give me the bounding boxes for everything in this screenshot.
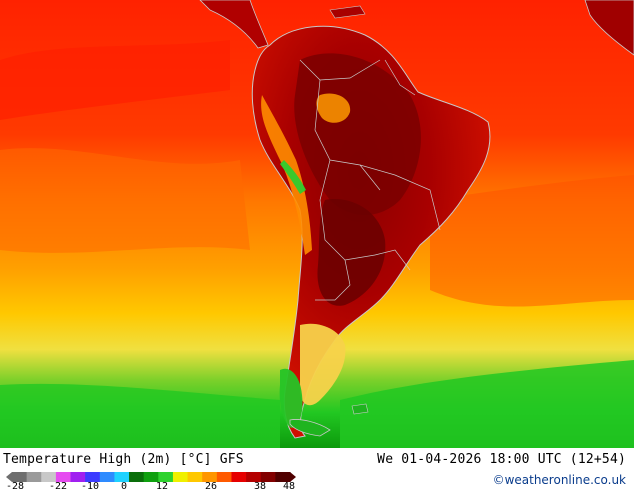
legend-tick-label: 38: [253, 481, 267, 492]
pacific-red-streak: [0, 40, 230, 120]
atlantic-warm-band: [430, 175, 634, 307]
legend-swatch: [246, 472, 262, 482]
central-america: [199, 0, 269, 49]
legend-swatch: [231, 472, 247, 482]
andes-orange-strip: [261, 95, 312, 255]
gran-chaco-hot: [317, 199, 386, 306]
andes-green-patch: [280, 160, 306, 194]
falkland-islands: [351, 403, 369, 415]
legend-swatch: [99, 472, 115, 482]
patagonia-yellow: [300, 323, 346, 406]
legend-tick-label: 26: [204, 481, 218, 492]
south-atlantic-green: [340, 360, 634, 448]
legend-swatch: [26, 472, 42, 482]
legend-arrow-right: [290, 472, 296, 482]
legend-swatch: [216, 472, 232, 482]
patagonia-green: [279, 368, 303, 428]
legend-swatch: [114, 472, 130, 482]
legend-swatch: [187, 472, 203, 482]
legend-tick-label: 12: [155, 481, 169, 492]
legend-tick-label: -22: [48, 481, 68, 492]
legend-tick-label: -28: [5, 481, 25, 492]
legend-swatch: [41, 472, 57, 482]
country-borders: [299, 59, 441, 301]
map-footer: Temperature High (2m) [°C] GFS We 01-04-…: [0, 448, 634, 492]
south-pacific-green: [0, 383, 280, 448]
legend-swatch: [85, 472, 101, 482]
forecast-datetime: We 01-04-2026 18:00 UTC (12+54): [377, 452, 626, 467]
temperature-map: [0, 0, 634, 448]
legend-swatch: [202, 472, 218, 482]
legend-swatch: [12, 472, 28, 482]
legend-arrow-left: [6, 472, 12, 482]
legend-swatch: [70, 472, 86, 482]
legend-tick-label: 48: [282, 481, 296, 492]
tierra-del-fuego: [289, 419, 331, 437]
caribbean-islands: [329, 5, 366, 19]
legend-swatch: [172, 472, 189, 482]
legend-swatch: [260, 472, 276, 482]
legend-swatch: [143, 472, 159, 482]
legend-swatch: [275, 472, 291, 482]
color-scale-legend: [6, 472, 296, 482]
legend-tick-label: -10: [80, 481, 100, 492]
legend-tick-label: 0: [120, 481, 128, 492]
legend-swatch: [158, 472, 174, 482]
amazon-orange-patch: [316, 93, 351, 123]
credit-link[interactable]: ©weatheronline.co.uk: [492, 473, 626, 487]
map-title: Temperature High (2m) [°C] GFS: [3, 452, 244, 467]
legend-swatch: [129, 472, 145, 482]
pacific-warm-band: [0, 148, 250, 253]
legend-swatch: [55, 472, 72, 482]
